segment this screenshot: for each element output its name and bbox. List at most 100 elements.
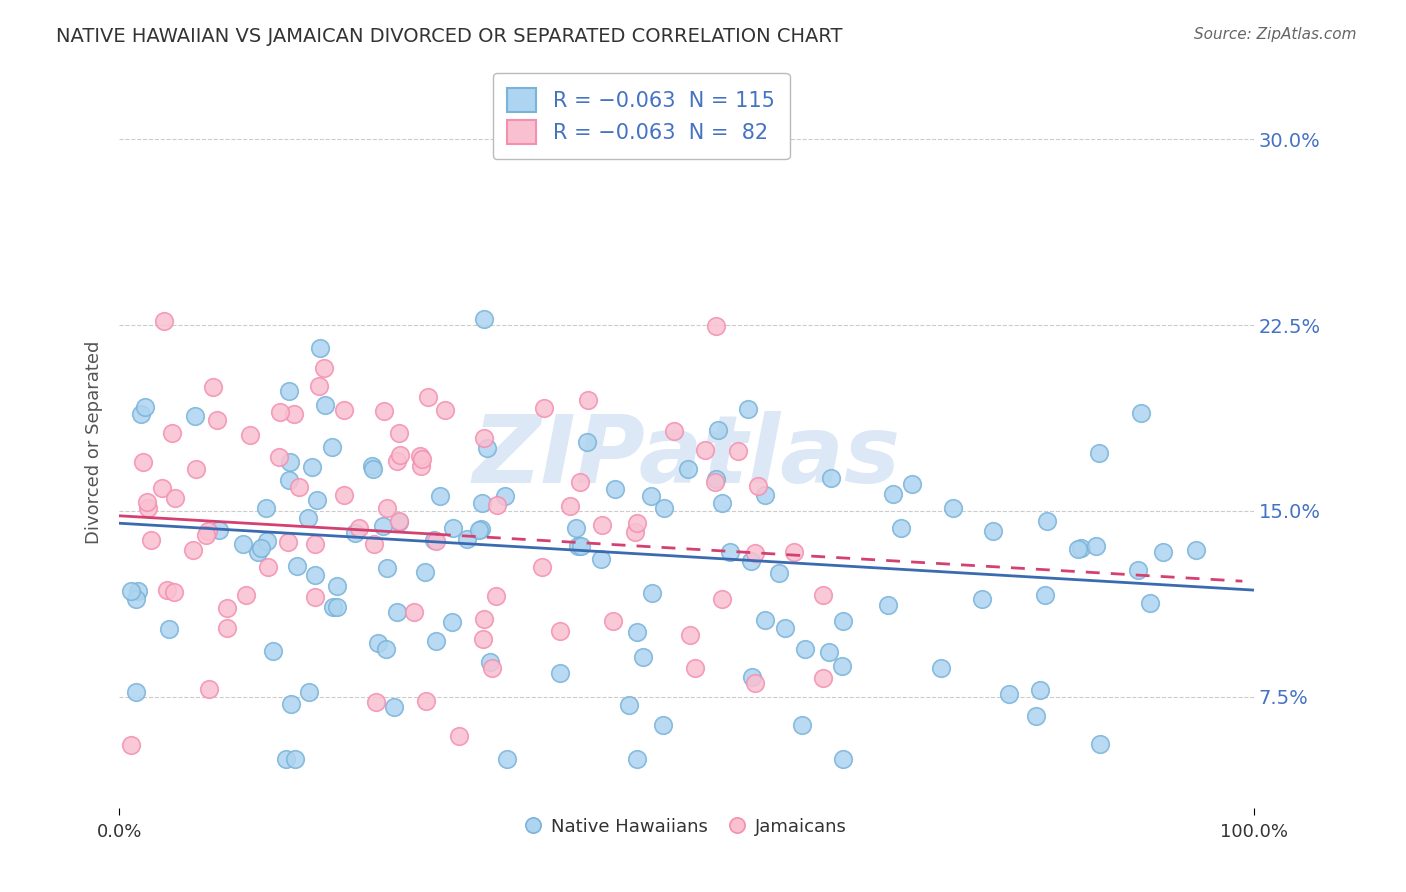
Point (344, 525, 367, 540)
Point (470, 522, 492, 536)
Point (120, 738, 142, 752)
Point (127, 583, 149, 598)
Point (626, 751, 648, 765)
Point (125, 591, 148, 606)
Point (308, 379, 330, 393)
Point (276, 751, 298, 765)
Point (163, 491, 186, 506)
Point (312, 360, 335, 375)
Point (124, 684, 146, 698)
Point (768, 566, 790, 580)
Point (367, 636, 389, 650)
Point (679, 628, 702, 642)
Point (120, 583, 142, 598)
Point (429, 489, 451, 503)
Point (472, 612, 495, 626)
Point (602, 614, 624, 628)
Point (333, 488, 356, 502)
Point (811, 588, 834, 602)
Point (363, 537, 385, 551)
Point (278, 455, 301, 469)
Point (262, 644, 284, 658)
Point (1070, 541, 1092, 555)
Point (831, 659, 853, 673)
Point (425, 634, 447, 648)
Point (818, 645, 841, 659)
Point (402, 605, 425, 619)
Point (388, 514, 411, 528)
Text: NATIVE HAWAIIAN VS JAMAICAN DIVORCED OR SEPARATED CORRELATION CHART: NATIVE HAWAIIAN VS JAMAICAN DIVORCED OR … (56, 27, 842, 45)
Point (409, 458, 432, 473)
Point (631, 650, 654, 665)
Point (567, 540, 589, 554)
Point (132, 455, 155, 469)
Point (364, 694, 387, 708)
Point (744, 676, 766, 690)
Point (304, 537, 326, 551)
Point (186, 461, 208, 475)
Point (740, 554, 762, 568)
Point (305, 492, 328, 507)
Point (754, 613, 776, 627)
Point (589, 552, 612, 566)
Point (201, 380, 224, 394)
Point (820, 471, 842, 485)
Text: ZIPatlas: ZIPatlas (472, 411, 901, 503)
Point (134, 400, 156, 414)
Point (277, 384, 299, 399)
Point (747, 479, 769, 493)
Point (129, 407, 152, 421)
Point (411, 452, 433, 467)
Point (415, 694, 437, 708)
Point (333, 403, 356, 417)
Point (626, 625, 648, 640)
Point (283, 407, 305, 421)
Point (163, 585, 186, 599)
Point (441, 521, 464, 535)
Point (707, 423, 730, 437)
Point (284, 751, 307, 765)
Point (560, 500, 582, 514)
Point (314, 398, 336, 412)
Point (309, 342, 332, 356)
Point (235, 588, 257, 602)
Point (683, 661, 706, 675)
Point (373, 518, 395, 533)
Point (157, 623, 180, 637)
Point (1152, 545, 1174, 559)
Point (773, 621, 796, 635)
Point (326, 579, 349, 593)
Point (652, 501, 675, 516)
Point (1087, 445, 1109, 459)
Point (184, 409, 207, 423)
Legend: Native Hawaiians, Jamaicans: Native Hawaiians, Jamaicans (519, 811, 855, 843)
Point (257, 560, 280, 574)
Point (197, 524, 219, 539)
Point (304, 590, 326, 604)
Point (232, 536, 254, 550)
Point (256, 533, 278, 548)
Point (640, 489, 662, 503)
Point (1185, 543, 1208, 558)
Point (375, 500, 398, 515)
Point (373, 404, 395, 418)
Point (280, 697, 302, 711)
Point (388, 515, 411, 529)
Point (361, 458, 384, 473)
Point (456, 533, 478, 547)
Point (347, 521, 370, 535)
Point (363, 462, 385, 476)
Point (388, 448, 411, 462)
Point (269, 450, 291, 465)
Point (831, 614, 853, 628)
Point (156, 582, 179, 597)
Point (793, 642, 815, 657)
Point (550, 666, 572, 681)
Point (472, 632, 495, 647)
Point (640, 585, 662, 599)
Point (662, 425, 685, 439)
Point (215, 621, 238, 635)
Point (475, 441, 498, 455)
Point (150, 481, 173, 495)
Point (591, 517, 613, 532)
